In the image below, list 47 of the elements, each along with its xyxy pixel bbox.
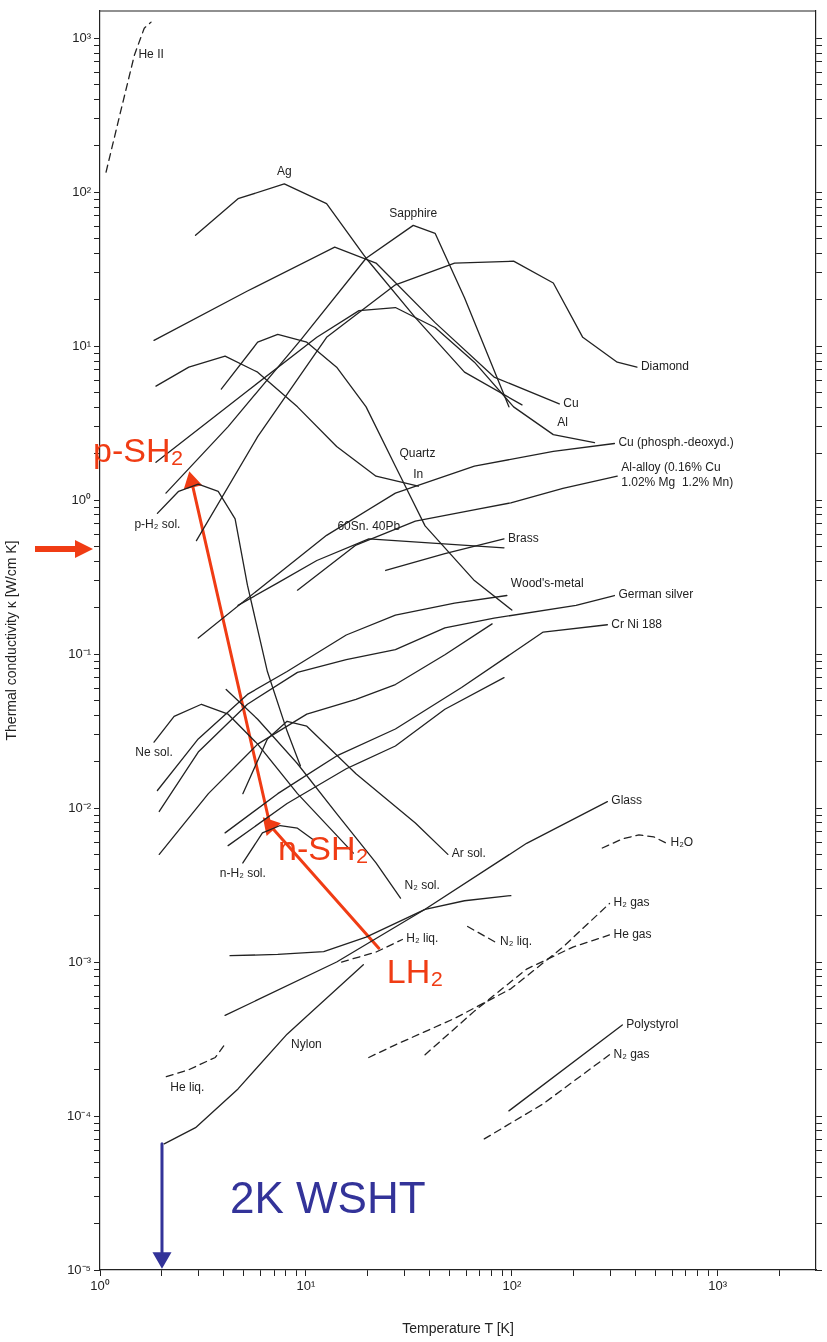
x-tick-label: 10³ (708, 1278, 728, 1294)
x-tick-label: 10² (502, 1278, 522, 1294)
annotation: H₂ liq. (406, 931, 439, 946)
annotation: H₂ gas (613, 895, 650, 910)
annotation: N₂ liq. (500, 934, 533, 949)
annotation: Cu (phosph.-deoxyd.) (618, 435, 734, 450)
annotation: Diamond (640, 358, 689, 373)
annotation: N₂ sol. (404, 878, 440, 893)
annotation: Glass (611, 793, 643, 808)
annotation: p-H₂ sol. (134, 516, 181, 531)
annotation: Cr Ni 188 (611, 616, 663, 631)
x-tick-label: 10⁰ (90, 1278, 110, 1294)
annotation: Sapphire (389, 205, 438, 220)
annotation: Brass (507, 530, 539, 545)
x-axis-title: Temperature T [K] (402, 1320, 514, 1337)
annotation: H₂O (670, 835, 694, 850)
y-tick-label: 10⁻² (68, 799, 92, 815)
annotation: German silver (618, 587, 694, 602)
annotation: Nylon (291, 1037, 322, 1052)
y-tick-label: 10⁻¹ (68, 645, 92, 661)
annotation: 60Sn. 40Pb (337, 519, 401, 534)
annotation: Ag (276, 164, 292, 179)
annotation: Polystyrol (626, 1016, 679, 1031)
y-tick-label: 10⁻³ (68, 953, 92, 969)
annotation: Quartz (399, 446, 436, 461)
series-label: 2K WSHT (229, 1172, 426, 1222)
annotation: Al-alloy (0.16% Cu 1.02% Mg 1.2% Mn) (621, 460, 734, 490)
y-tick-label: 10⁻⁴ (66, 1107, 91, 1123)
annotation: N₂ gas (613, 1046, 650, 1061)
annotation: Ne sol. (135, 745, 173, 760)
annotation: He liq. (170, 1080, 205, 1095)
y-tick-label: 10³ (72, 29, 92, 45)
y-tick-label: 10² (72, 183, 92, 199)
annotation: In (413, 466, 424, 481)
annotation: He II (138, 46, 164, 61)
annotation: n-H₂ sol. (219, 866, 266, 881)
annotation: Al (557, 414, 568, 429)
data-label: LH₂ (386, 951, 444, 990)
annotation: Ar sol. (451, 846, 486, 861)
annotation: Wood's-metal (510, 575, 584, 590)
x-tick-label: 10¹ (296, 1278, 316, 1294)
annotation: Cu (563, 395, 579, 410)
y-axis-title: Thermal conductivity κ [W/cm K] (3, 540, 20, 741)
y-tick-label: 10⁻⁵ (67, 1261, 91, 1277)
annotation: He gas (613, 926, 652, 941)
y-tick-label: 10¹ (72, 337, 92, 353)
y-tick-label: 10⁰ (71, 491, 91, 507)
